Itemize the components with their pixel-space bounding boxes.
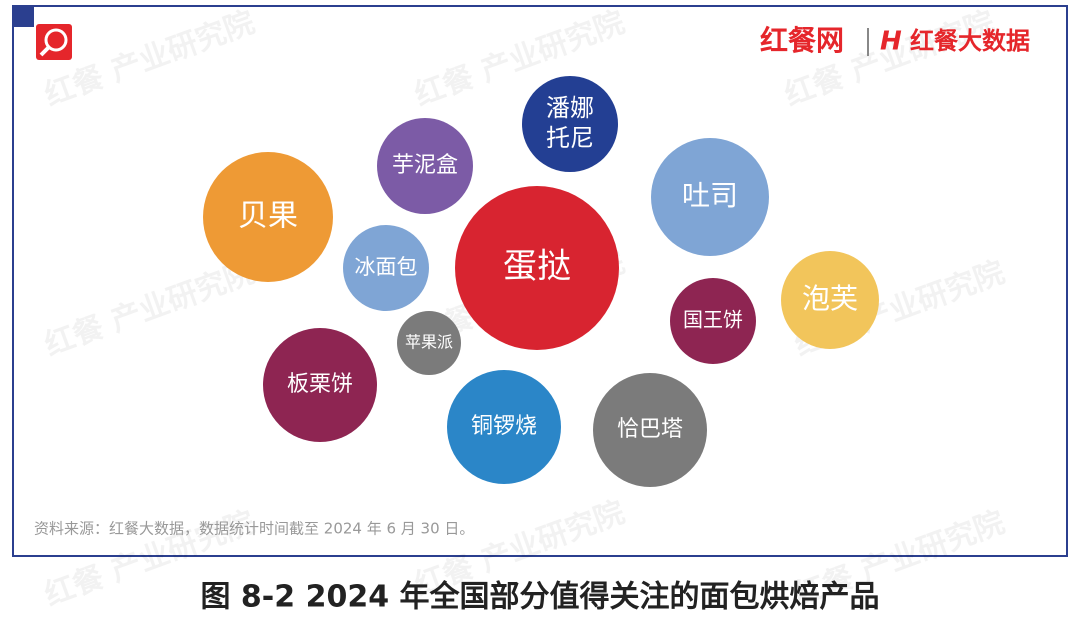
bubble: [651, 138, 769, 256]
bubble-label: 潘娜: [546, 94, 594, 122]
watermark: 红餐 产业研究院: [40, 255, 259, 363]
frame: [12, 5, 1068, 557]
bubble: [203, 152, 333, 282]
bubble-label: 泡芙: [802, 282, 858, 315]
logo-left: 红餐网: [760, 24, 844, 57]
search-icon: [36, 24, 72, 60]
bubble: [397, 311, 461, 375]
bubble-label: 苹果派: [405, 333, 453, 352]
bubble: [670, 278, 756, 364]
caption: 图 8-2 2024 年全国部分值得关注的面包烘焙产品: [200, 580, 879, 615]
watermark: 红餐 产业研究院: [40, 5, 259, 113]
bubble-label: 国王饼: [683, 308, 743, 332]
bubble-label: 板栗饼: [287, 372, 353, 397]
bubble-label: 冰面包: [355, 255, 418, 279]
logo-mark: H: [880, 27, 902, 57]
bubble-label: 恰巴塔: [617, 417, 683, 442]
bubble-label: 托尼: [546, 124, 594, 152]
corner-block: [12, 5, 34, 27]
logo-right: 红餐大数据: [910, 27, 1030, 55]
bubble-label: 芋泥盒: [392, 153, 458, 178]
bubble: [522, 76, 618, 172]
bubble: [263, 328, 377, 442]
bubble-label: 吐司: [682, 179, 738, 212]
bubble: [377, 118, 473, 214]
bubble-label: 铜锣烧: [471, 414, 537, 439]
bubble: [455, 186, 619, 350]
bubble-label: 蛋挞: [503, 247, 571, 287]
bubble: [447, 370, 561, 484]
watermark: 红餐 产业研究院: [780, 5, 999, 113]
bubble: [343, 225, 429, 311]
bubble: [593, 373, 707, 487]
bubble-label: 贝果: [238, 199, 298, 234]
bubble: [781, 251, 879, 349]
source-note: 资料来源：红餐大数据，数据统计时间截至 2024 年 6 月 30 日。: [34, 520, 474, 538]
